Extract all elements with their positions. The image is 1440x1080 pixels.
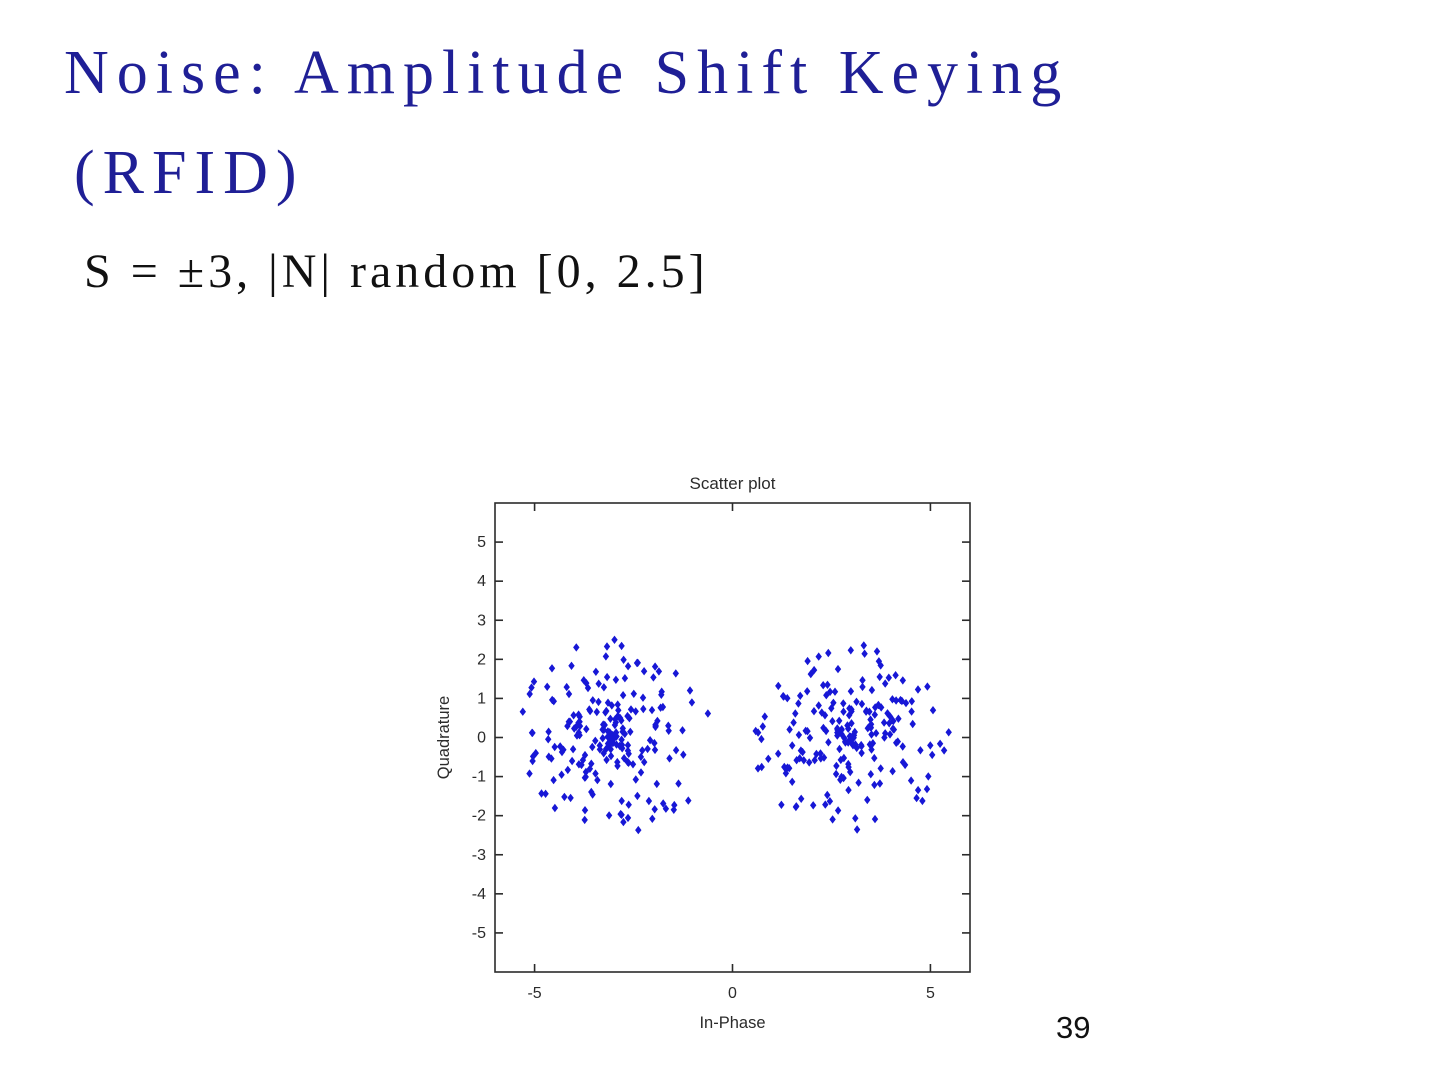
- x-tick-label: 0: [728, 985, 737, 1002]
- chart-title: Scatter plot: [690, 474, 776, 493]
- slide-subtitle: S = ±3, |N| random [0, 2.5]: [84, 245, 709, 298]
- plot-box: [494, 502, 971, 973]
- y-tick-label: 0: [477, 730, 486, 747]
- x-tick-label: -5: [527, 985, 541, 1002]
- y-tick-label: -4: [472, 886, 486, 903]
- x-axis-label: In-Phase: [699, 1014, 765, 1032]
- y-tick-label: 1: [477, 690, 486, 707]
- y-tick-label: 4: [477, 573, 486, 590]
- y-tick-label: 2: [477, 651, 486, 668]
- page-number: 39: [1056, 1010, 1091, 1045]
- cluster-points: [519, 635, 712, 835]
- slide-title-line1: Noise: Amplitude Shift Keying: [64, 39, 1070, 107]
- scatter-plot-svg: -5 0 5 -5 -4 -3 -2 -1 0 1 2 3 4 5 Scatter plot In-Phase…: [435, 474, 971, 1032]
- y-tick-label: 3: [477, 612, 486, 629]
- y-axis-label: Quadrature: [435, 696, 453, 779]
- cluster-points: [752, 641, 952, 834]
- slide-title-line2: (RFID): [74, 139, 305, 207]
- y-tick-label: -2: [472, 808, 486, 825]
- scatter-plot-figure: -5 0 5 -5 -4 -3 -2 -1 0 1 2 3 4 5 Scatter plot In-Phase…: [425, 450, 1005, 1050]
- y-tick-label: -5: [472, 925, 486, 942]
- y-tick-label: -1: [472, 769, 486, 786]
- y-tick-label: -3: [472, 847, 486, 864]
- x-tick-label: 5: [926, 985, 935, 1002]
- y-tick-label: 5: [477, 534, 486, 551]
